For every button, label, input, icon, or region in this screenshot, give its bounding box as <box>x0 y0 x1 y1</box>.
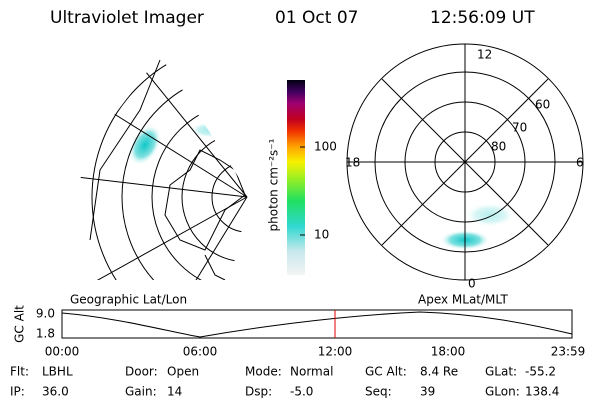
geo-map <box>80 55 250 280</box>
lat-label: 80 <box>491 140 506 154</box>
mlt-label: 18 <box>345 156 360 170</box>
footer-label: GLon: <box>485 385 520 399</box>
lat-label: 70 <box>512 121 527 135</box>
polar-plot: 12 18 6 0 60 70 80 <box>345 43 584 291</box>
footer-label: GC Alt: <box>365 365 407 379</box>
footer-value: -5.0 <box>290 385 313 399</box>
footer: Flt: LBHL Door: Open Mode: Normal GC Alt: 8.4 R… <box>10 365 559 399</box>
footer-label: Gain: <box>125 385 157 399</box>
y-tick-label: 9.0 <box>36 307 55 321</box>
footer-label: Mode: <box>245 365 282 379</box>
footer-value: -55.2 <box>525 365 556 379</box>
x-tick-label: 23:59 <box>551 345 586 359</box>
footer-value: Normal <box>290 365 333 379</box>
colorbar-tick-label: 10 <box>314 228 329 242</box>
mlt-label: 6 <box>576 156 584 170</box>
date: 01 Oct 07 <box>275 8 358 28</box>
colorbar <box>287 80 305 275</box>
footer-label: GLat: <box>485 365 517 379</box>
footer-label: Seq: <box>365 385 392 399</box>
mlt-label: 0 <box>468 277 476 291</box>
mlt-label: 12 <box>477 48 492 62</box>
footer-label: Dsp: <box>245 385 272 399</box>
colorbar-label: photon cm⁻²s⁻¹ <box>267 138 281 231</box>
footer-value: 8.4 Re <box>420 365 458 379</box>
panel-label: Geographic Lat/Lon <box>70 293 187 307</box>
footer-value: 39 <box>420 385 435 399</box>
footer-label: Flt: <box>10 365 29 379</box>
footer-value: 14 <box>167 385 182 399</box>
panel-label: Apex MLat/MLT <box>418 293 508 307</box>
y-tick-label: 1.8 <box>36 327 55 341</box>
footer-value: 36.0 <box>42 385 69 399</box>
footer-value: 138.4 <box>525 385 559 399</box>
x-tick-label: 18:00 <box>431 345 466 359</box>
y-label: GC Alt <box>13 305 27 343</box>
footer-value: LBHL <box>42 365 73 379</box>
x-tick-label: 00:00 <box>45 345 80 359</box>
footer-label: Door: <box>125 365 158 379</box>
footer-value: Open <box>167 365 199 379</box>
x-tick-label: 12:00 <box>318 345 353 359</box>
lat-label: 60 <box>535 98 550 112</box>
instrument: Ultraviolet Imager <box>50 8 204 28</box>
time: 12:56:09 UT <box>430 8 535 28</box>
x-tick-label: 06:00 <box>183 345 218 359</box>
footer-label: IP: <box>10 385 25 399</box>
colorbar-tick-label: 100 <box>314 140 337 154</box>
altitude-plot: GC Alt 9.0 1.8 00:00 06:00 12:00 18:00 2… <box>13 305 586 359</box>
